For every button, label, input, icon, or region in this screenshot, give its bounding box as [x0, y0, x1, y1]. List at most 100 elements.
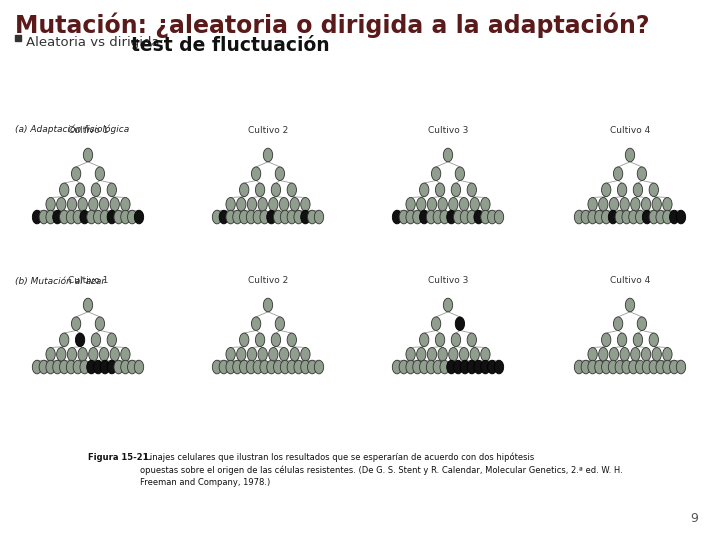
Ellipse shape [470, 348, 480, 361]
Ellipse shape [260, 360, 269, 374]
Text: Cultivo 2: Cultivo 2 [248, 126, 288, 135]
Ellipse shape [279, 198, 289, 211]
Ellipse shape [60, 333, 69, 347]
Ellipse shape [598, 348, 608, 361]
Ellipse shape [95, 317, 104, 330]
Ellipse shape [67, 198, 76, 211]
Ellipse shape [617, 183, 626, 197]
Ellipse shape [459, 198, 469, 211]
Text: Linajes celulares que ilustran los resultados que se esperarían de acuerdo con d: Linajes celulares que ilustran los resul… [140, 453, 623, 487]
Ellipse shape [290, 348, 300, 361]
Ellipse shape [233, 210, 242, 224]
Ellipse shape [629, 210, 638, 224]
Ellipse shape [454, 210, 463, 224]
Ellipse shape [656, 360, 665, 374]
Ellipse shape [127, 210, 137, 224]
Ellipse shape [46, 348, 55, 361]
Ellipse shape [275, 317, 284, 330]
Ellipse shape [581, 360, 590, 374]
Ellipse shape [246, 360, 256, 374]
Ellipse shape [315, 360, 324, 374]
Ellipse shape [436, 333, 445, 347]
Ellipse shape [595, 360, 604, 374]
Ellipse shape [460, 210, 469, 224]
Ellipse shape [406, 348, 415, 361]
Ellipse shape [629, 360, 638, 374]
Ellipse shape [649, 360, 659, 374]
Ellipse shape [608, 210, 618, 224]
Ellipse shape [467, 360, 477, 374]
Ellipse shape [649, 183, 659, 197]
Ellipse shape [240, 360, 249, 374]
Ellipse shape [420, 360, 429, 374]
Ellipse shape [438, 198, 447, 211]
Ellipse shape [670, 210, 679, 224]
Ellipse shape [73, 210, 83, 224]
Ellipse shape [301, 210, 310, 224]
Ellipse shape [301, 360, 310, 374]
Ellipse shape [601, 183, 611, 197]
Ellipse shape [649, 333, 659, 347]
Ellipse shape [84, 298, 93, 312]
Ellipse shape [46, 198, 55, 211]
Ellipse shape [417, 198, 426, 211]
Ellipse shape [392, 210, 402, 224]
Ellipse shape [219, 360, 228, 374]
Ellipse shape [631, 198, 640, 211]
Ellipse shape [433, 210, 443, 224]
Ellipse shape [66, 210, 76, 224]
Ellipse shape [269, 198, 278, 211]
Ellipse shape [642, 210, 652, 224]
Ellipse shape [399, 210, 408, 224]
Ellipse shape [440, 210, 449, 224]
Ellipse shape [271, 333, 281, 347]
Ellipse shape [487, 360, 497, 374]
Ellipse shape [431, 317, 441, 330]
Ellipse shape [620, 348, 629, 361]
Ellipse shape [615, 210, 624, 224]
Ellipse shape [608, 360, 618, 374]
Ellipse shape [253, 210, 263, 224]
Ellipse shape [287, 210, 297, 224]
Ellipse shape [127, 360, 137, 374]
Ellipse shape [649, 210, 659, 224]
Ellipse shape [440, 360, 449, 374]
Ellipse shape [676, 360, 685, 374]
Ellipse shape [481, 198, 490, 211]
Ellipse shape [107, 210, 117, 224]
Ellipse shape [642, 360, 652, 374]
Ellipse shape [89, 348, 98, 361]
Ellipse shape [240, 210, 249, 224]
Ellipse shape [670, 360, 679, 374]
Ellipse shape [280, 210, 289, 224]
Ellipse shape [420, 333, 429, 347]
Ellipse shape [426, 360, 436, 374]
Text: test de fluctuación: test de fluctuación [131, 36, 330, 55]
Ellipse shape [100, 210, 109, 224]
Ellipse shape [481, 360, 490, 374]
Ellipse shape [444, 148, 453, 162]
Ellipse shape [455, 317, 464, 330]
Ellipse shape [99, 348, 109, 361]
Ellipse shape [652, 198, 662, 211]
Ellipse shape [637, 317, 647, 330]
Ellipse shape [260, 210, 269, 224]
Ellipse shape [474, 360, 483, 374]
Ellipse shape [487, 210, 497, 224]
Ellipse shape [266, 210, 276, 224]
Ellipse shape [446, 210, 456, 224]
Ellipse shape [39, 360, 48, 374]
Ellipse shape [226, 348, 235, 361]
Ellipse shape [588, 348, 598, 361]
Ellipse shape [622, 360, 631, 374]
Ellipse shape [91, 183, 101, 197]
Ellipse shape [78, 198, 87, 211]
Ellipse shape [89, 198, 98, 211]
Ellipse shape [642, 348, 651, 361]
Ellipse shape [636, 360, 645, 374]
Ellipse shape [427, 198, 436, 211]
Ellipse shape [219, 210, 228, 224]
Ellipse shape [275, 167, 284, 180]
Ellipse shape [279, 348, 289, 361]
Ellipse shape [575, 210, 584, 224]
